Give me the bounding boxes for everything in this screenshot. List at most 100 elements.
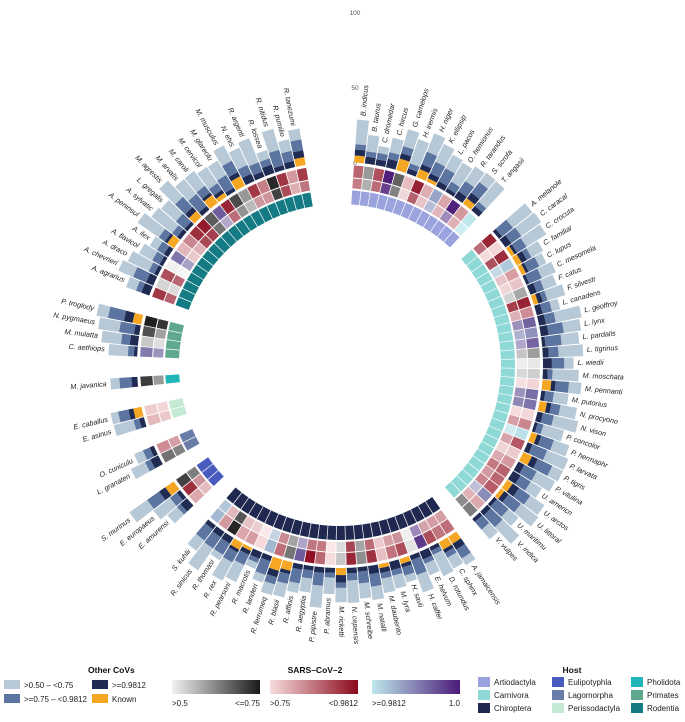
bar-segment — [201, 192, 213, 202]
heat-cell — [306, 539, 318, 551]
bar-segment — [119, 321, 136, 335]
bar-segment — [550, 440, 570, 457]
bar-segment — [127, 251, 154, 272]
host-cell — [499, 340, 515, 351]
bar-segment — [260, 581, 275, 596]
heat-cell — [362, 166, 375, 180]
bar-segment — [153, 497, 177, 520]
bar-segment — [520, 224, 547, 247]
heat-cell — [297, 537, 308, 549]
heat-cell — [237, 188, 253, 204]
bar-segment — [419, 164, 432, 174]
bar-segment — [129, 334, 140, 346]
host-cell — [376, 194, 388, 211]
heat-cell — [504, 267, 520, 282]
bar-segment — [515, 475, 531, 491]
bar-segment — [161, 200, 183, 222]
host-cell — [368, 192, 379, 209]
bar-segment — [175, 179, 197, 202]
bar-segment — [433, 550, 454, 577]
heat-cell — [434, 510, 448, 524]
heat-cell — [508, 277, 524, 291]
bar-segment — [550, 380, 556, 392]
heat-cell — [513, 329, 526, 340]
heat-cell — [242, 516, 256, 530]
heat-cell — [382, 534, 394, 547]
bar-segment — [534, 253, 547, 267]
host-cell — [392, 199, 406, 216]
heat-cell — [428, 188, 443, 204]
species-label: C. dromedar — [380, 102, 397, 144]
heat-cell — [256, 179, 271, 195]
bar-segment — [123, 310, 135, 323]
heat-cell — [229, 193, 244, 209]
bar-segment — [544, 402, 552, 414]
gradient-bar-grey — [172, 680, 260, 694]
host-cell — [182, 280, 199, 295]
heat-cell — [182, 233, 198, 249]
heat-cell — [439, 210, 453, 224]
bar-segment — [133, 346, 138, 357]
bar-segment — [474, 515, 490, 530]
heat-cell — [422, 529, 437, 545]
heat-cell — [401, 176, 415, 191]
heat-cell — [364, 538, 375, 551]
bar-segment — [98, 317, 121, 333]
host-cell — [202, 464, 219, 480]
heat-cell — [483, 479, 499, 495]
bar-segment — [521, 248, 532, 260]
heat-cell — [431, 205, 445, 219]
heat-cell — [406, 191, 419, 205]
heat-cell — [276, 172, 289, 187]
heat-cell — [226, 505, 240, 519]
bar-segment — [150, 455, 163, 469]
bar-segment — [188, 542, 214, 571]
bar-segment — [357, 570, 370, 584]
bar-segment — [513, 488, 531, 505]
bar-segment — [445, 154, 463, 174]
host-cell — [242, 214, 258, 232]
heat-cell — [391, 531, 404, 544]
host-cell — [175, 297, 192, 310]
host-cell — [437, 225, 453, 242]
bar-segment — [230, 538, 243, 550]
bar-segment — [507, 470, 521, 485]
bar-segment — [474, 201, 487, 213]
host-cell — [299, 521, 311, 538]
bar-segment — [543, 311, 556, 325]
legend-label: Perissodactyla — [568, 704, 621, 713]
heat-cell — [284, 545, 297, 560]
host-cell — [235, 219, 251, 236]
bar-segment — [113, 419, 137, 437]
bar-segment — [380, 570, 392, 579]
bar-segment — [551, 415, 579, 433]
heat-cell — [294, 548, 306, 562]
heat-cell — [199, 235, 213, 249]
heat-cell — [389, 185, 401, 198]
heat-cell — [280, 185, 292, 198]
bar-segment — [461, 552, 476, 566]
bar-segment — [421, 151, 438, 169]
bar-segment — [562, 318, 582, 333]
bar-segment — [506, 246, 515, 257]
heat-cell — [462, 486, 476, 501]
heat-cell — [220, 215, 234, 229]
bar-segment — [539, 325, 549, 337]
bar-segment — [369, 572, 382, 587]
species-label: P. troglody — [60, 296, 95, 312]
bar-segment — [149, 445, 158, 457]
bar-segment — [324, 567, 336, 573]
legend-swatch — [478, 690, 490, 700]
bar-segment — [335, 567, 347, 576]
bar-segment — [151, 207, 179, 234]
bar-segment — [526, 282, 537, 295]
legend-label: Primates — [647, 691, 679, 700]
heat-cell — [409, 524, 422, 538]
bar-segment — [399, 153, 412, 162]
heat-cell — [514, 427, 529, 441]
host-cell — [308, 523, 320, 539]
heat-cell — [516, 349, 527, 359]
legend-label: Carnivora — [494, 691, 529, 700]
bar-segment — [549, 298, 561, 312]
heat-cell — [514, 387, 526, 398]
